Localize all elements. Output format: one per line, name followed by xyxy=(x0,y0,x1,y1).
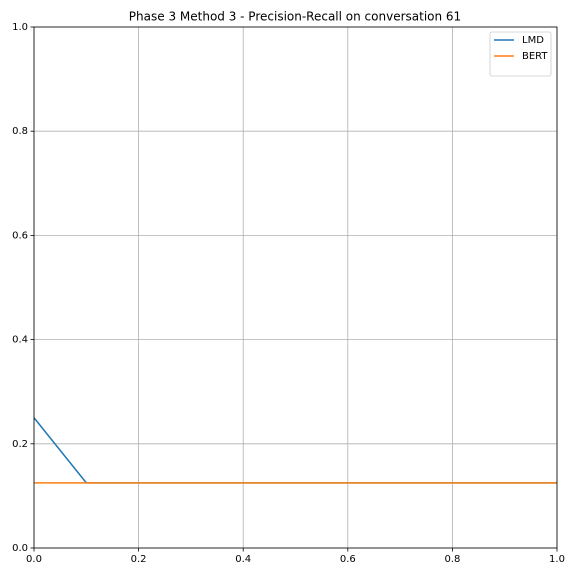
y-tick-label: 1.0 xyxy=(12,22,28,33)
x-tick-label: 0.0 xyxy=(26,554,42,565)
chart-title: Phase 3 Method 3 - Precision-Recall on c… xyxy=(129,10,461,24)
y-tick-label: 0.0 xyxy=(12,543,28,554)
y-tick-label: 0.2 xyxy=(12,439,28,450)
x-tick-label: 1.0 xyxy=(549,554,565,565)
plot-frame xyxy=(33,26,558,549)
y-tick-label: 0.4 xyxy=(12,335,28,346)
y-tick-label: 0.6 xyxy=(12,230,28,241)
x-tick-label: 0.4 xyxy=(235,554,251,565)
x-tick-label: 0.6 xyxy=(340,554,356,565)
legend-label: BERT xyxy=(522,51,548,62)
y-tick-label: 0.8 xyxy=(12,126,28,137)
legend-label: LMD xyxy=(522,35,544,46)
x-tick-label: 0.2 xyxy=(131,554,147,565)
legend-box xyxy=(489,31,552,77)
x-tick-label: 0.8 xyxy=(444,554,460,565)
